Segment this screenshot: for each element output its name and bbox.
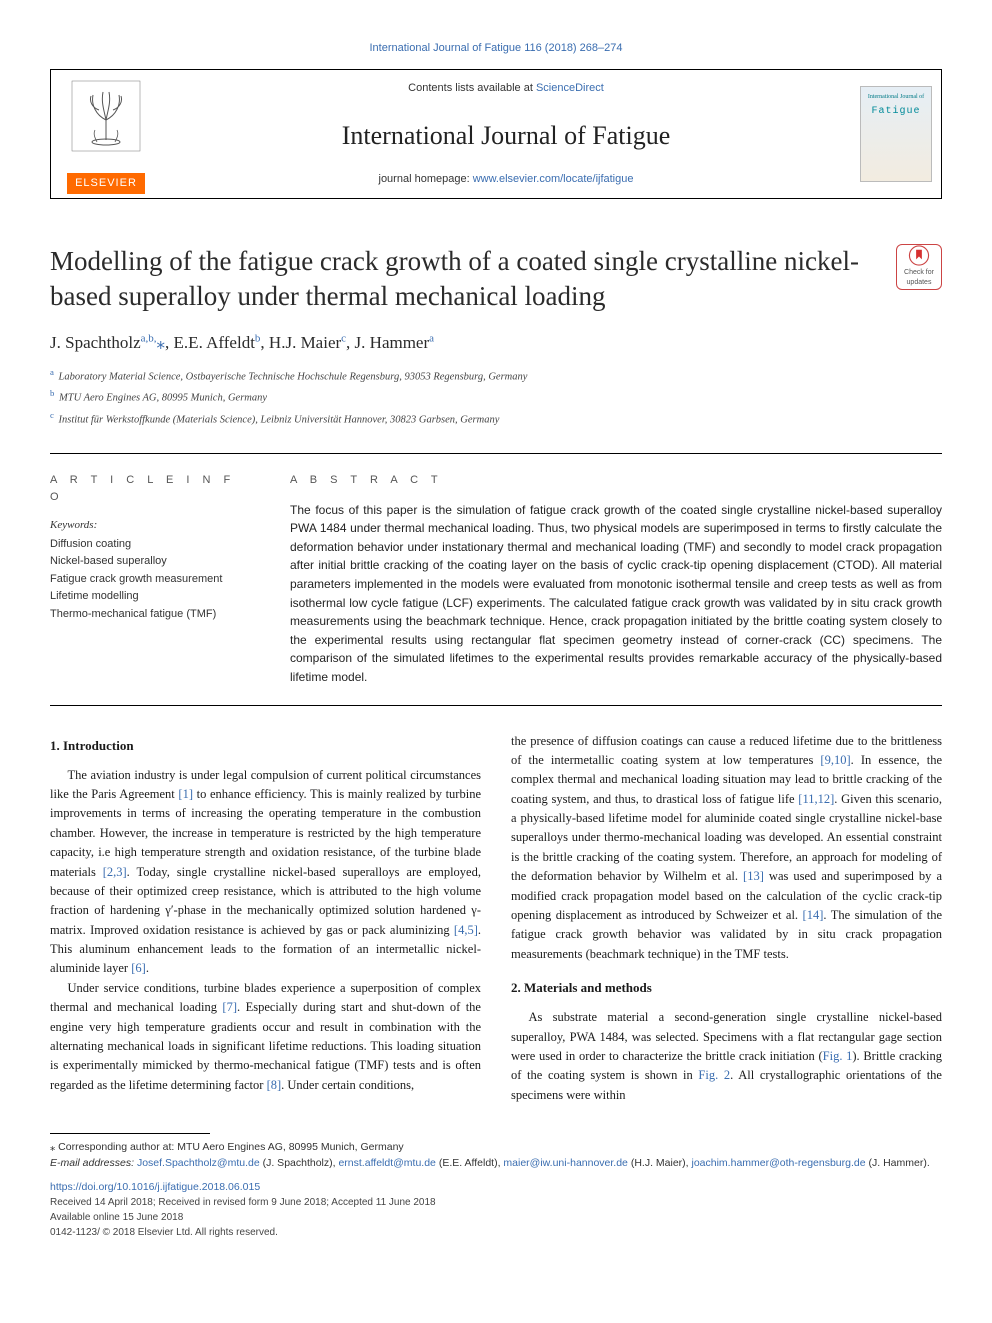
email-link[interactable]: joachim.hammer@oth-regensburg.de <box>692 1157 866 1169</box>
check-updates-badge[interactable]: Check for updates <box>896 244 942 290</box>
cover-thumb-wrap: International Journal of Fatigue <box>851 70 941 198</box>
bookmark-check-icon <box>908 245 930 266</box>
cover-thumbnail: International Journal of Fatigue <box>860 86 932 182</box>
affiliation-line: c Institut für Werkstoffkunde (Materials… <box>50 408 942 429</box>
intro-paragraph-1: The aviation industry is under legal com… <box>50 766 481 979</box>
footer: ⁎ Corresponding author at: MTU Aero Engi… <box>50 1140 942 1240</box>
cover-line1: International Journal of <box>868 93 924 102</box>
email-link[interactable]: ernst.affeldt@mtu.de <box>338 1157 435 1169</box>
affiliation-line: a Laboratory Material Science, Ostbayeri… <box>50 365 942 386</box>
abstract-column: A B S T R A C T The focus of this paper … <box>290 472 942 686</box>
corresponding-author: ⁎ Corresponding author at: MTU Aero Engi… <box>50 1140 942 1156</box>
section-heading-intro: 1. Introduction <box>50 736 481 756</box>
mm-paragraph-1: As substrate material a second-generatio… <box>511 1008 942 1105</box>
online-line: Available online 15 June 2018 <box>50 1210 942 1225</box>
keyword: Nickel-based superalloy <box>50 553 250 571</box>
body-text: 1. Introduction The aviation industry is… <box>50 732 942 1106</box>
affiliation-line: b MTU Aero Engines AG, 80995 Munich, Ger… <box>50 386 942 407</box>
keyword: Fatigue crack growth measurement <box>50 571 250 589</box>
elsevier-wordmark: ELSEVIER <box>67 173 145 194</box>
article-title: Modelling of the fatigue crack growth of… <box>50 244 882 314</box>
homepage-link[interactable]: www.elsevier.com/locate/ijfatigue <box>473 173 634 185</box>
journal-name: International Journal of Fatigue <box>342 116 671 155</box>
intro-paragraph-2: Under service conditions, turbine blades… <box>50 979 481 1095</box>
running-head: International Journal of Fatigue 116 (20… <box>50 40 942 57</box>
keyword: Lifetime modelling <box>50 588 250 606</box>
article-info-column: A R T I C L E I N F O Keywords: Diffusio… <box>50 472 250 686</box>
issn-copyright: 0142-1123/ © 2018 Elsevier Ltd. All righ… <box>50 1225 942 1240</box>
intro-paragraph-3: the presence of diffusion coatings can c… <box>511 732 942 965</box>
email-link[interactable]: Josef.Spachtholz@mtu.de <box>137 1157 260 1169</box>
header-center: Contents lists available at ScienceDirec… <box>161 70 851 198</box>
homepage-prefix: journal homepage: <box>379 173 473 185</box>
contents-prefix: Contents lists available at <box>408 82 536 94</box>
history-line: Received 14 April 2018; Received in revi… <box>50 1195 942 1210</box>
keyword: Diffusion coating <box>50 536 250 554</box>
homepage-line: journal homepage: www.elsevier.com/locat… <box>379 171 634 188</box>
sciencedirect-link[interactable]: ScienceDirect <box>536 82 604 94</box>
abstract-text: The focus of this paper is the simulatio… <box>290 501 942 687</box>
section-heading-mm: 2. Materials and methods <box>511 978 942 998</box>
publisher-block: ELSEVIER <box>51 70 161 198</box>
elsevier-tree-icon <box>66 76 146 156</box>
email-line: E-mail addresses: Josef.Spachtholz@mtu.d… <box>50 1156 942 1172</box>
keyword: Thermo-mechanical fatigue (TMF) <box>50 606 250 624</box>
abstract-label: A B S T R A C T <box>290 472 942 489</box>
keywords-heading: Keywords: <box>50 517 250 534</box>
cover-line2: Fatigue <box>871 104 920 119</box>
email-link[interactable]: maier@iw.uni-hannover.de <box>503 1157 627 1169</box>
contents-line: Contents lists available at ScienceDirec… <box>408 80 604 97</box>
journal-header: ELSEVIER Contents lists available at Sci… <box>50 69 942 199</box>
updates-line1: Check for <box>904 268 934 279</box>
keywords-list: Diffusion coatingNickel-based superalloy… <box>50 536 250 624</box>
footer-rule <box>50 1133 210 1134</box>
affiliations: a Laboratory Material Science, Ostbayeri… <box>50 365 942 429</box>
authors-line: J. Spachtholza,b,⁎, E.E. Affeldtb, H.J. … <box>50 330 942 356</box>
article-info-label: A R T I C L E I N F O <box>50 472 250 505</box>
doi-link[interactable]: https://doi.org/10.1016/j.ijfatigue.2018… <box>50 1180 942 1196</box>
updates-line2: updates <box>907 278 932 289</box>
